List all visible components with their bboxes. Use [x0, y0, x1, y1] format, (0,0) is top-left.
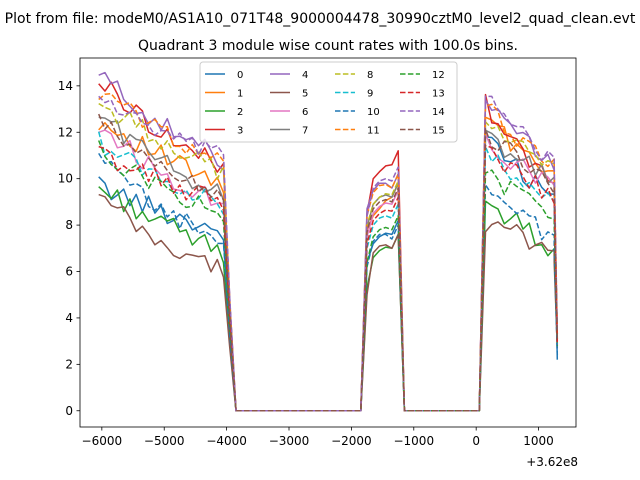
legend-label-9: 9	[367, 89, 373, 100]
legend-label-2: 2	[237, 107, 243, 118]
figure-suptitle: Plot from file: modeM0/AS1A10_071T48_900…	[5, 11, 636, 27]
y-tick-label: 10	[58, 172, 73, 186]
legend-label-13: 13	[432, 89, 445, 100]
series-layer	[97, 71, 559, 412]
axis-ticks: −6000 −5000 −4000 −3000 −2000 −1000 0 1000 0 2 4 6 8…	[58, 79, 554, 448]
x-tick-label: −2000	[331, 434, 372, 448]
legend-label-10: 10	[367, 107, 380, 118]
x-tick-label: −1000	[393, 434, 434, 448]
legend-label-6: 6	[302, 107, 308, 118]
legend-label-4: 4	[302, 70, 308, 81]
legend-label-11: 11	[367, 126, 380, 137]
legend-frame	[199, 61, 458, 143]
legend-label-8: 8	[367, 70, 373, 81]
series-line-14	[98, 95, 559, 412]
legend-label-12: 12	[432, 70, 445, 81]
legend-label-1: 1	[237, 89, 243, 100]
x-tick-label: −6000	[82, 434, 123, 448]
y-tick-label: 14	[58, 79, 73, 93]
y-tick-label: 0	[65, 404, 73, 418]
series-line-15	[98, 113, 559, 412]
y-tick-label: 12	[58, 125, 73, 139]
x-tick-label: −4000	[206, 434, 247, 448]
legend-label-0: 0	[237, 70, 243, 81]
legend-label-3: 3	[237, 126, 243, 137]
y-tick-label: 8	[65, 218, 73, 232]
legend-label-14: 14	[432, 107, 445, 118]
y-tick-label: 2	[65, 357, 73, 371]
legend-label-7: 7	[302, 126, 308, 137]
plot-frame	[79, 57, 577, 428]
y-tick-label: 6	[65, 265, 73, 279]
y-tick-label: 4	[65, 311, 73, 325]
legend-label-15: 15	[432, 126, 445, 137]
x-tick-label: −5000	[144, 434, 185, 448]
series-line-13	[98, 144, 559, 412]
chart-title: Quadrant 3 module wise count rates with …	[138, 38, 518, 54]
legend-label-5: 5	[302, 89, 308, 100]
series-line-9	[97, 131, 559, 412]
x-tick-label: −3000	[269, 434, 310, 448]
x-offset-label: +3.62e8	[526, 455, 578, 469]
x-tick-label: 0	[472, 434, 480, 448]
x-tick-label: 1000	[523, 434, 554, 448]
